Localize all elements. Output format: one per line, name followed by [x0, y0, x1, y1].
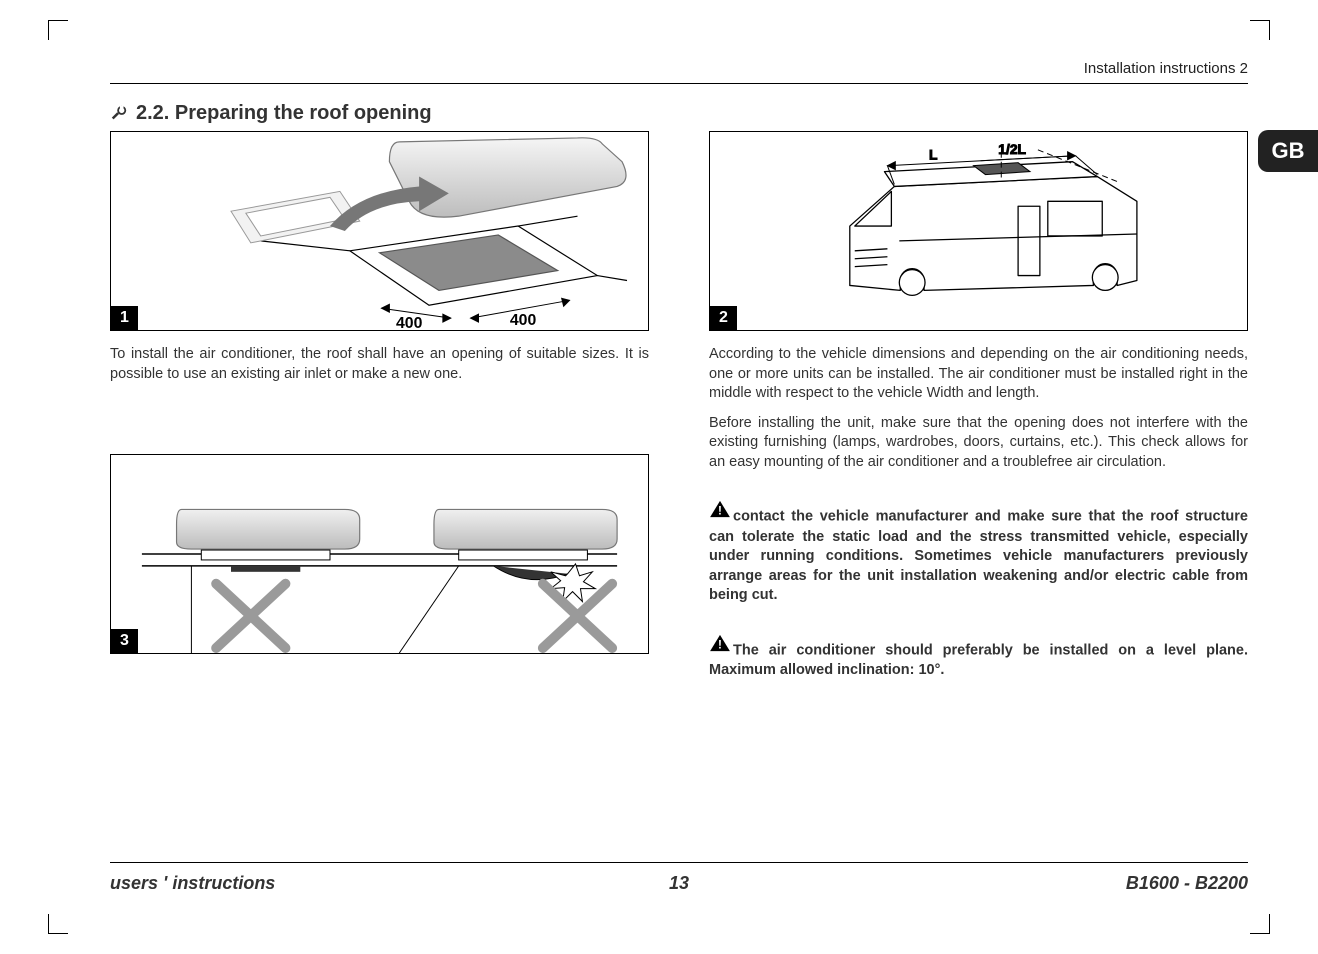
page-footer: users ' instructions 13 B1600 - B2200	[110, 862, 1248, 894]
figure-1: 400 400	[110, 131, 649, 331]
figure-1-drawing: 400 400	[111, 132, 648, 330]
figure-3-badge: 3	[111, 629, 138, 653]
page: Installation instructions 2 GB 2.2. Prep…	[110, 60, 1248, 894]
warning-2-text: The air conditioner should preferably be…	[709, 642, 1248, 678]
running-head: Installation instructions 2	[110, 60, 1248, 84]
footer-page-number: 13	[669, 873, 689, 894]
svg-text:1/2L: 1/2L	[998, 141, 1026, 157]
figure-3: 3	[110, 454, 649, 654]
warning-1-text: contact the vehicle manufacturer and mak…	[709, 509, 1248, 603]
footer-left: users ' instructions	[110, 873, 275, 894]
figure-2: L 1/2L 2	[709, 131, 1248, 331]
figure-2-drawing: L 1/2L	[710, 132, 1247, 330]
tool-icon	[110, 105, 128, 123]
footer-right: B1600 - B2200	[1126, 873, 1248, 894]
warning-2: ! The air conditioner should preferably …	[709, 634, 1248, 681]
svg-text:400: 400	[510, 312, 537, 329]
figure-1-caption: To install the air conditioner, the roof…	[110, 345, 649, 384]
svg-text:400: 400	[396, 315, 423, 330]
figure-1-badge: 1	[111, 306, 138, 330]
svg-text:!: !	[718, 505, 722, 518]
warning-icon: !	[709, 500, 731, 525]
right-p2: Before installing the unit, make sure th…	[709, 414, 1248, 473]
content-columns: 400 400	[110, 131, 1248, 680]
svg-text:!: !	[718, 638, 722, 651]
left-column: 400 400	[110, 131, 649, 680]
figure-3-drawing	[111, 455, 648, 653]
warning-icon: !	[709, 634, 731, 659]
right-p1: According to the vehicle dimensions and …	[709, 345, 1248, 404]
section-title-text: 2.2. Preparing the roof opening	[136, 102, 432, 125]
warning-1: ! contact the vehicle manufacturer and m…	[709, 500, 1248, 605]
language-tab: GB	[1258, 130, 1318, 172]
svg-text:L: L	[929, 147, 938, 163]
right-body-text: According to the vehicle dimensions and …	[709, 345, 1248, 472]
section-title: 2.2. Preparing the roof opening	[110, 102, 1248, 125]
right-column: L 1/2L 2 According to the vehicle dimens…	[709, 131, 1248, 680]
figure-2-badge: 2	[710, 306, 737, 330]
